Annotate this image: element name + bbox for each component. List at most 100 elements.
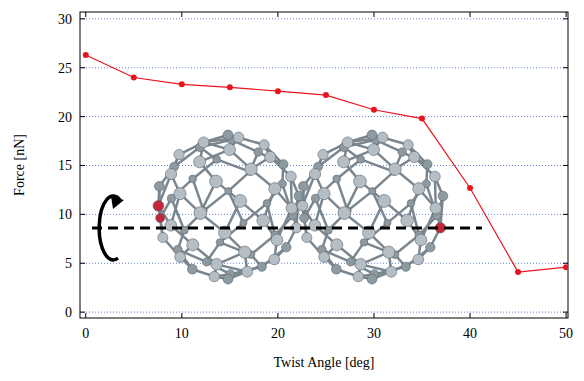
x-tick bbox=[566, 12, 567, 17]
y-tick bbox=[563, 165, 568, 166]
grid-line bbox=[80, 67, 568, 68]
y-axis-title: Force [nN] bbox=[12, 134, 27, 196]
x-tick bbox=[85, 12, 86, 17]
point bbox=[563, 264, 568, 270]
bond bbox=[372, 172, 393, 192]
atom bbox=[331, 264, 341, 274]
x-tick bbox=[373, 313, 374, 318]
point bbox=[419, 116, 425, 122]
grid-line bbox=[80, 165, 568, 166]
x-axis-title: Twist Angle [deg] bbox=[274, 355, 375, 370]
atom bbox=[153, 200, 164, 211]
atom bbox=[401, 214, 414, 227]
bond bbox=[228, 172, 249, 192]
atom bbox=[331, 239, 343, 251]
atom bbox=[346, 258, 354, 266]
atom bbox=[423, 160, 432, 169]
atom bbox=[430, 203, 441, 214]
atom bbox=[271, 234, 283, 246]
atom bbox=[357, 156, 365, 164]
atom bbox=[233, 132, 244, 143]
grid-line bbox=[80, 18, 568, 19]
y-tick bbox=[563, 214, 568, 215]
atom bbox=[211, 258, 223, 270]
x-tick-label: 10 bbox=[175, 326, 189, 341]
point bbox=[83, 52, 89, 58]
atom bbox=[189, 175, 197, 183]
atom bbox=[269, 254, 280, 265]
x-tick-label: 30 bbox=[367, 326, 381, 341]
point bbox=[179, 81, 185, 87]
point bbox=[515, 269, 521, 275]
point bbox=[323, 92, 329, 98]
atom bbox=[263, 200, 270, 207]
atom bbox=[318, 187, 330, 199]
atom bbox=[426, 243, 435, 252]
atom bbox=[259, 140, 269, 150]
atom bbox=[389, 163, 401, 175]
x-tick bbox=[470, 313, 471, 318]
grid-line bbox=[80, 263, 568, 264]
bond bbox=[348, 191, 373, 211]
atom bbox=[224, 144, 236, 156]
fullerene bbox=[297, 130, 448, 284]
y-tick bbox=[80, 67, 85, 68]
grid-line bbox=[80, 214, 568, 215]
x-tick bbox=[373, 12, 374, 17]
atom bbox=[225, 188, 232, 195]
atom bbox=[223, 274, 233, 284]
arrow-head bbox=[111, 196, 124, 209]
atom bbox=[209, 271, 220, 282]
atom bbox=[154, 181, 164, 191]
y-tick-label: 20 bbox=[58, 110, 72, 125]
atom bbox=[438, 191, 448, 201]
atom bbox=[383, 246, 395, 258]
x-tick bbox=[470, 12, 471, 17]
atom bbox=[430, 171, 441, 182]
x-tick bbox=[85, 313, 86, 318]
x-tick-label: 50 bbox=[559, 326, 573, 341]
y-tick bbox=[80, 214, 85, 215]
atom bbox=[257, 214, 270, 227]
atom bbox=[302, 232, 312, 242]
atom bbox=[216, 239, 223, 246]
atom bbox=[300, 213, 309, 222]
y-tick-label: 15 bbox=[58, 158, 72, 173]
atom bbox=[245, 163, 257, 175]
atom bbox=[279, 160, 288, 169]
atom bbox=[369, 188, 376, 195]
plot-frame bbox=[80, 12, 568, 318]
atom bbox=[360, 239, 367, 246]
atom bbox=[409, 151, 420, 162]
atom bbox=[223, 130, 233, 140]
atom bbox=[213, 156, 221, 164]
point bbox=[371, 107, 377, 113]
x-tick bbox=[181, 12, 182, 17]
atom bbox=[239, 246, 251, 258]
y-tick bbox=[563, 67, 568, 68]
bond bbox=[193, 179, 204, 211]
atom bbox=[386, 266, 397, 277]
atom bbox=[187, 239, 199, 251]
grid-line bbox=[80, 116, 568, 117]
atom bbox=[242, 266, 253, 277]
series-line bbox=[86, 55, 566, 272]
atom bbox=[367, 274, 377, 284]
atom bbox=[407, 200, 414, 207]
y-tick-label: 25 bbox=[58, 61, 72, 76]
point bbox=[275, 88, 281, 94]
atom bbox=[286, 203, 297, 214]
x-tick bbox=[277, 313, 278, 318]
atom bbox=[174, 149, 184, 159]
atom bbox=[415, 234, 427, 246]
y-tick bbox=[563, 116, 568, 117]
x-tick bbox=[181, 313, 182, 318]
x-tick bbox=[566, 313, 567, 318]
atom bbox=[309, 168, 320, 179]
atom bbox=[282, 243, 291, 252]
y-tick bbox=[80, 312, 85, 313]
point bbox=[467, 185, 473, 191]
atom bbox=[377, 132, 388, 143]
atom bbox=[257, 262, 266, 271]
atom bbox=[156, 213, 165, 222]
